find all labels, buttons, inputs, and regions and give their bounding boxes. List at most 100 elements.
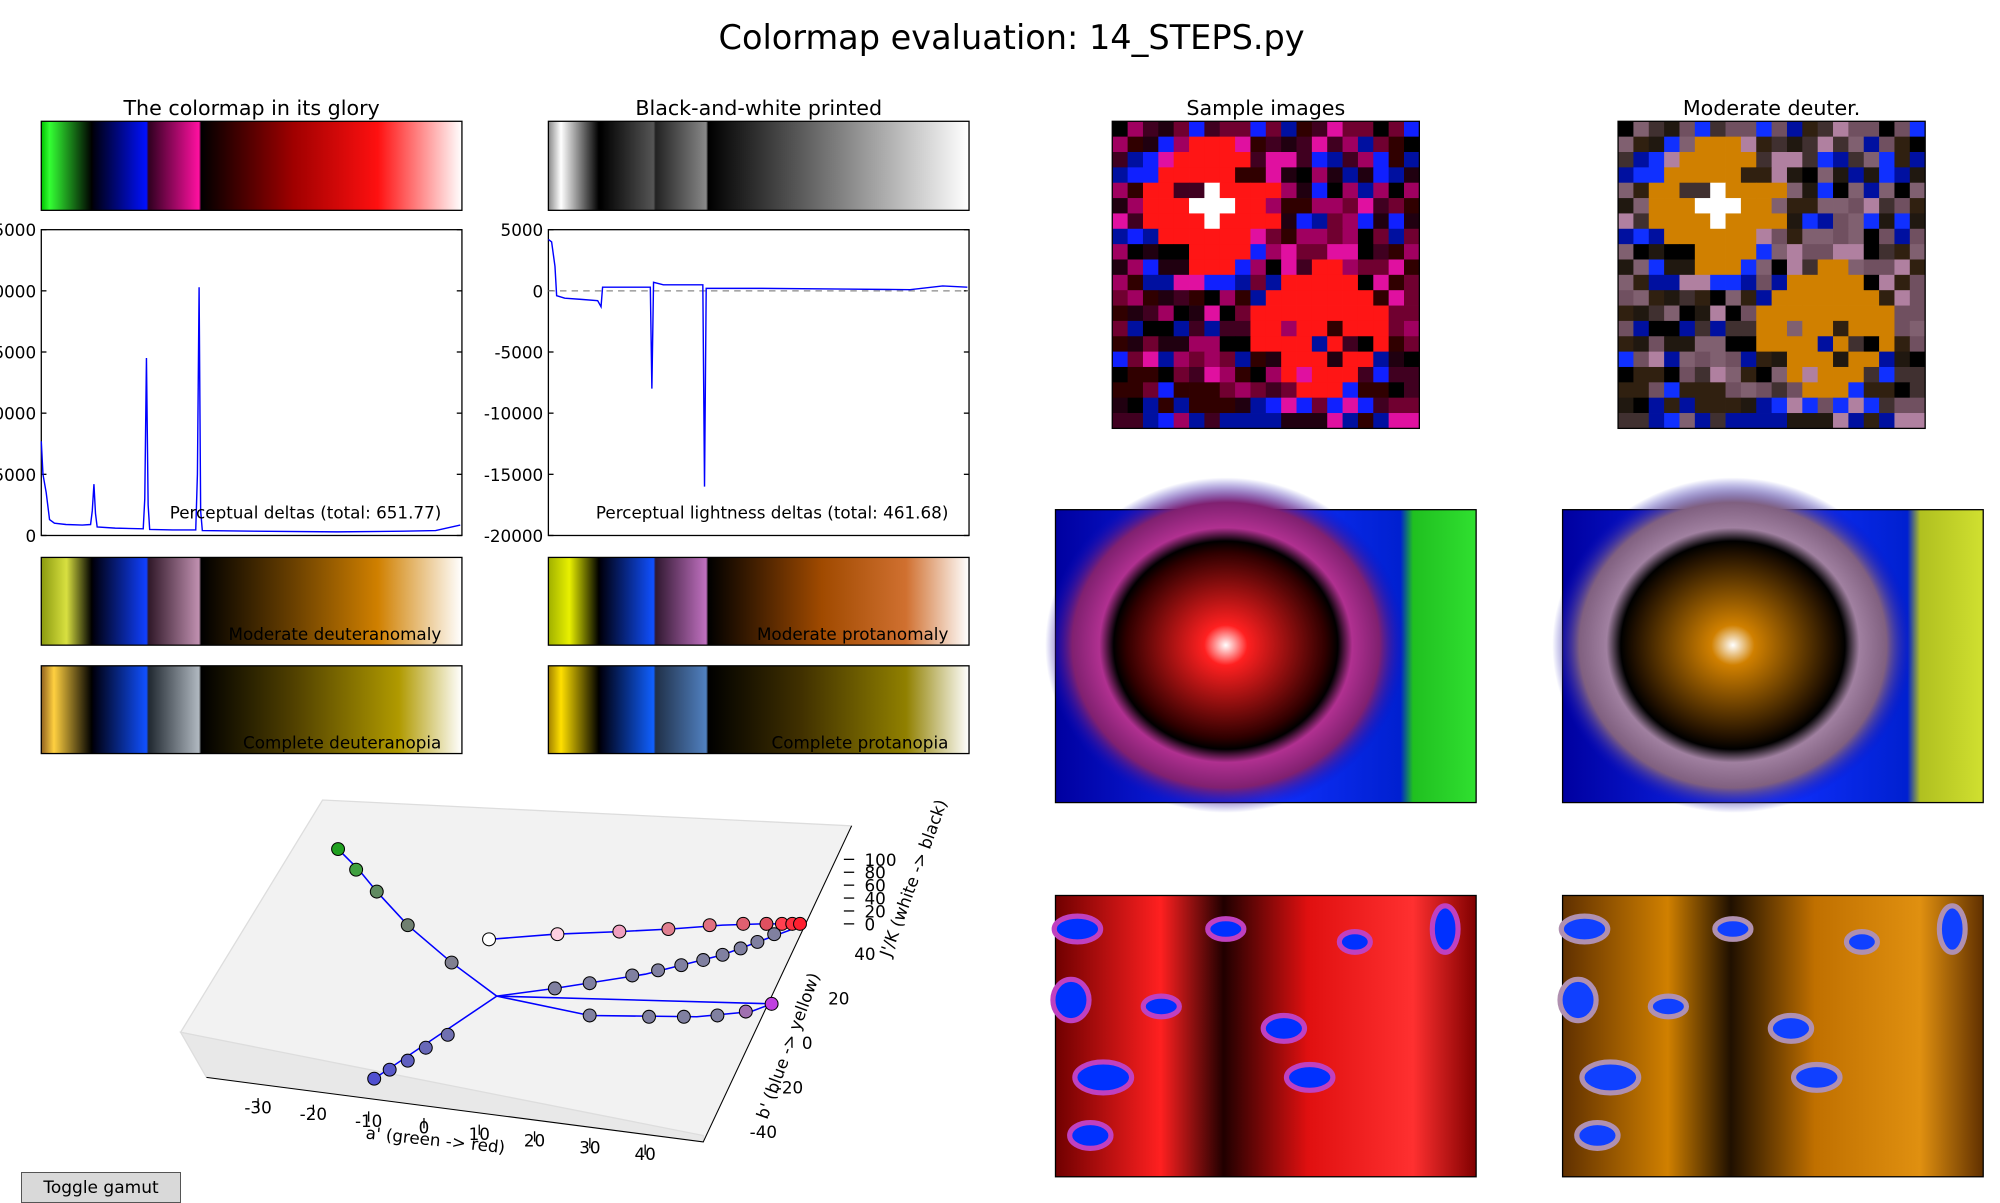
pixel — [1158, 121, 1175, 138]
pixel — [1879, 290, 1895, 306]
pixel — [1204, 259, 1221, 276]
pixel — [1142, 336, 1159, 353]
x-tick-label: -30 — [244, 1098, 271, 1118]
pixel — [1235, 397, 1251, 414]
pixel — [1633, 152, 1650, 168]
pixel — [1863, 320, 1880, 337]
pixel — [1127, 320, 1144, 337]
pixel — [1189, 244, 1205, 260]
pixel — [1342, 182, 1359, 199]
pixel — [1404, 182, 1420, 199]
pixel — [1817, 336, 1834, 353]
pixel — [1879, 259, 1895, 276]
pixel — [1863, 213, 1880, 230]
pixel — [1894, 382, 1911, 399]
pixel — [1710, 382, 1726, 399]
pixel — [1909, 305, 1926, 322]
pixel — [1694, 167, 1711, 184]
data-line — [547, 238, 968, 487]
pixel — [1863, 198, 1880, 214]
pixel — [1771, 382, 1788, 399]
point — [582, 1008, 597, 1023]
pixel — [1679, 366, 1696, 383]
pixel — [1327, 320, 1343, 337]
pixel — [1296, 152, 1313, 168]
pixel — [1342, 351, 1359, 368]
pixel — [1648, 382, 1665, 399]
pixel — [1404, 351, 1420, 368]
pixel — [1189, 366, 1205, 383]
pixel — [1265, 182, 1282, 199]
pixel — [1357, 413, 1374, 429]
pixel — [1771, 167, 1788, 184]
pixel — [1833, 121, 1849, 138]
pixel — [1357, 305, 1374, 322]
pixel — [1664, 305, 1680, 322]
pixel — [1817, 259, 1834, 276]
pixel — [1740, 274, 1757, 291]
z-tick-label: 20 — [865, 901, 886, 921]
point — [702, 918, 717, 933]
pixel — [1648, 213, 1665, 230]
pixel — [1725, 244, 1742, 260]
pixel — [1633, 136, 1650, 153]
pixel — [1725, 397, 1742, 414]
point — [710, 1008, 725, 1023]
colormap-strip — [547, 556, 970, 646]
pixel — [1373, 274, 1390, 291]
pixel — [1618, 198, 1634, 214]
pixel — [1219, 167, 1236, 184]
pixel — [1327, 290, 1343, 306]
pixel — [1863, 152, 1880, 168]
pixel — [1204, 182, 1221, 199]
pixel — [1142, 152, 1159, 168]
pixel — [1142, 228, 1159, 245]
pixel — [1863, 382, 1880, 399]
pixel — [1204, 121, 1221, 138]
pixel — [1894, 244, 1911, 260]
point — [547, 981, 562, 996]
pixel — [1250, 274, 1267, 291]
pixel — [1710, 152, 1726, 168]
pixel — [1618, 366, 1634, 383]
plot-area — [547, 229, 970, 537]
pixel — [1327, 213, 1343, 230]
pixel — [1648, 182, 1665, 199]
pixel — [1894, 290, 1911, 306]
pixel — [1756, 213, 1772, 230]
pixel — [1817, 167, 1834, 184]
pixel — [1388, 152, 1405, 168]
pixel — [1618, 290, 1634, 306]
pixel — [1802, 351, 1819, 368]
pixel — [1710, 259, 1726, 276]
pixel — [1756, 382, 1772, 399]
pixel — [1142, 413, 1159, 429]
pixel — [1710, 182, 1726, 199]
pixel — [1281, 397, 1297, 414]
pixel — [1618, 351, 1634, 368]
pixel — [1679, 244, 1696, 260]
pixel — [1342, 305, 1359, 322]
pixel — [1388, 167, 1405, 184]
pixel — [1158, 366, 1175, 383]
y-tick-label: -20000 — [484, 526, 543, 546]
pixel — [1710, 397, 1726, 414]
pixel — [1219, 382, 1236, 399]
pixel — [1235, 182, 1251, 199]
toggle-gamut-button[interactable]: Toggle gamut — [21, 1172, 181, 1203]
pixel — [1388, 336, 1405, 353]
pixel — [1373, 305, 1390, 322]
pixel — [1863, 290, 1880, 306]
pixel — [1618, 382, 1634, 399]
pixel — [1142, 305, 1159, 322]
pixel — [1863, 413, 1880, 429]
pixel — [1633, 397, 1650, 414]
pixel — [1863, 397, 1880, 414]
pixel — [1710, 305, 1726, 322]
pixel — [1388, 382, 1405, 399]
x-tick-label: 10 — [469, 1124, 490, 1144]
pixel — [1817, 366, 1834, 383]
pixel — [1404, 413, 1420, 429]
pixel — [1388, 121, 1405, 138]
pixel — [1633, 305, 1650, 322]
